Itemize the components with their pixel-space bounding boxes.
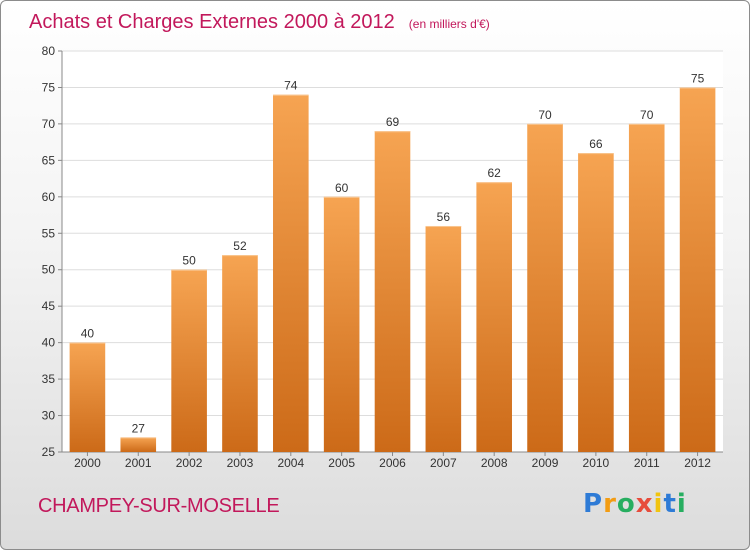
x-tick-label: 2008 (481, 456, 508, 470)
logo-letter: P (583, 489, 604, 519)
bar (628, 123, 665, 452)
proxiti-logo: Proxiti (583, 489, 687, 519)
data-label: 70 (538, 108, 552, 122)
data-label: 56 (437, 210, 451, 224)
bar (476, 182, 512, 452)
y-tick-label: 30 (42, 409, 56, 423)
logo-letter: i (653, 489, 664, 519)
x-tick-label: 2007 (430, 456, 457, 470)
x-tick-label: 2001 (125, 456, 152, 470)
bar (527, 123, 563, 452)
x-tick-label: 2004 (277, 456, 304, 470)
x-tick-label: 2005 (328, 456, 355, 470)
bar (679, 87, 716, 453)
data-label: 60 (335, 181, 349, 195)
x-tick-label: 2010 (583, 456, 610, 470)
y-tick-label: 65 (42, 153, 56, 167)
bar (273, 94, 309, 452)
y-tick-label: 25 (42, 445, 56, 459)
bar (323, 196, 360, 452)
axes: 25 30 35 40 45 50 55 60 65 70 75 80 2000 2001 2002 2003… (42, 44, 723, 470)
data-label: 40 (81, 327, 95, 341)
y-tick-label: 50 (42, 263, 56, 277)
y-tick-label: 45 (42, 299, 56, 313)
bar (374, 131, 411, 452)
y-tick-label: 40 (42, 336, 56, 350)
bars (69, 87, 716, 453)
logo-letter: t (663, 489, 677, 519)
data-label: 27 (132, 421, 146, 435)
data-label: 66 (589, 137, 603, 151)
logo-letter: x (635, 489, 654, 519)
y-tick-label: 60 (42, 190, 56, 204)
bar (222, 255, 258, 452)
y-tick-label: 80 (42, 44, 56, 58)
y-tick-label: 75 (42, 80, 56, 94)
x-tick-label: 2000 (74, 456, 101, 470)
chart-title: Achats et Charges Externes 2000 à 2012 (… (29, 11, 490, 33)
bar (171, 269, 207, 452)
bar (69, 342, 106, 452)
data-label: 62 (488, 166, 502, 180)
chart-title-main: Achats et Charges Externes 2000 à 2012 (29, 11, 395, 33)
data-label: 75 (691, 71, 705, 85)
logo-letter: r (603, 489, 617, 519)
x-tick-label: 2011 (634, 456, 660, 470)
y-tick-label: 70 (42, 117, 56, 131)
commune-name: CHAMPEY-SUR-MOSELLE (38, 495, 280, 517)
x-tick-label: 2002 (176, 456, 203, 470)
chart-subtitle: (en milliers d'€) (409, 17, 490, 31)
y-tick-label: 35 (42, 372, 56, 386)
logo-letter: i (676, 489, 687, 519)
data-label: 74 (284, 79, 298, 93)
bar (425, 225, 462, 452)
logo-letter: o (616, 489, 636, 519)
x-tick-label: 2012 (684, 456, 711, 470)
y-tick-label: 55 (42, 226, 56, 240)
data-label: 50 (182, 254, 196, 268)
bar (120, 437, 157, 452)
data-label: 70 (640, 108, 654, 122)
data-label: 69 (386, 115, 400, 129)
x-tick-label: 2003 (227, 456, 254, 470)
x-tick-label: 2009 (532, 456, 559, 470)
x-tick-label: 2006 (379, 456, 406, 470)
bar (578, 153, 614, 452)
data-labels: 40 27 50 52 74 60 69 56 62 70 66 70 75 (81, 71, 705, 435)
data-label: 52 (233, 239, 247, 253)
